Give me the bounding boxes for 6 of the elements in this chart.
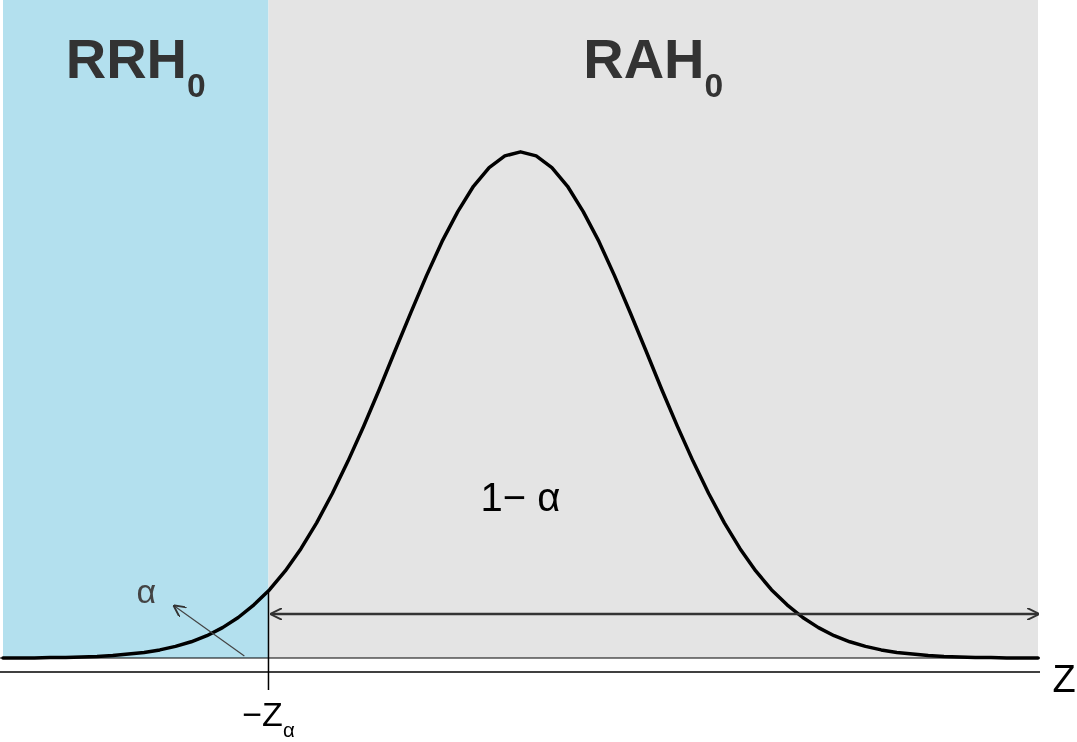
text: −Z$_{α}$ <box>242 695 295 741</box>
text: RAH$_{0}$ <box>583 27 724 104</box>
text: RRH$_{0}$ <box>65 27 206 104</box>
annotation: 1− α <box>480 475 561 519</box>
x-axis-title: Z <box>1052 658 1076 700</box>
annotation: α <box>136 572 157 610</box>
